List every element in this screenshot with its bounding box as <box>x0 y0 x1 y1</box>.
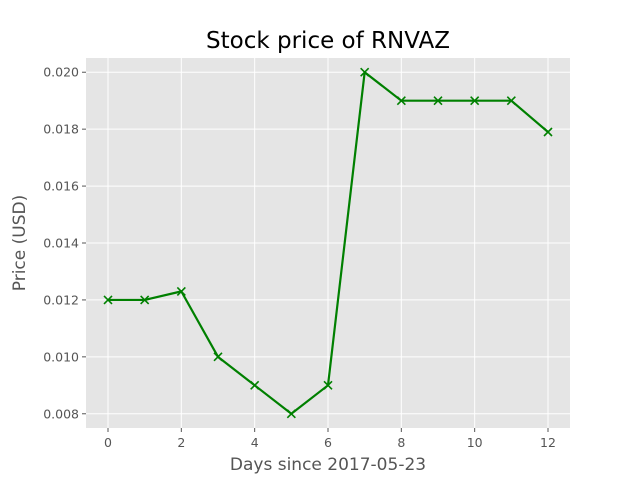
data-point-marker <box>396 96 406 106</box>
y-axis-ticks: 0.008 0.010 0.012 0.014 0.016 0.018 0.020 <box>43 65 86 421</box>
x-tick-label: 12 <box>540 435 556 450</box>
series-layer <box>103 67 553 419</box>
marker-stroke <box>103 295 113 305</box>
data-point-marker <box>433 96 443 106</box>
marker-stroke <box>506 96 516 106</box>
y-tick-label: 0.010 <box>43 349 79 364</box>
data-point-marker <box>176 286 186 296</box>
x-axis-title: Days since 2017-05-23 <box>230 455 426 475</box>
data-point-marker <box>286 409 296 419</box>
marker-stroke <box>213 352 223 362</box>
marker-stroke <box>396 96 406 106</box>
grid-lines <box>86 58 570 428</box>
marker-stroke <box>286 409 296 419</box>
x-tick-label: 6 <box>324 435 332 450</box>
x-tick-label: 4 <box>251 435 259 450</box>
data-point-marker <box>543 127 553 137</box>
x-axis-ticks: 0 2 4 6 8 10 12 <box>104 428 556 450</box>
data-point-marker <box>140 295 150 305</box>
data-point-marker <box>213 352 223 362</box>
data-point-marker <box>250 380 260 390</box>
marker-stroke <box>176 286 186 296</box>
marker-stroke <box>140 295 150 305</box>
marker-stroke <box>360 67 370 77</box>
marker-stroke <box>323 380 333 390</box>
y-tick-label: 0.020 <box>43 65 79 80</box>
y-tick-label: 0.012 <box>43 292 79 307</box>
y-tick-label: 0.016 <box>43 179 79 194</box>
data-point-marker <box>360 67 370 77</box>
marker-stroke <box>470 96 480 106</box>
data-point-marker <box>103 295 113 305</box>
x-tick-label: 0 <box>104 435 112 450</box>
y-axis-title: Price (USD) <box>10 195 30 291</box>
data-point-marker <box>323 380 333 390</box>
data-point-marker <box>506 96 516 106</box>
x-tick-label: 2 <box>177 435 185 450</box>
x-tick-label: 8 <box>397 435 405 450</box>
chart-title: Stock price of RNVAZ <box>206 28 450 54</box>
y-tick-label: 0.008 <box>43 406 79 421</box>
y-tick-label: 0.014 <box>43 236 79 251</box>
marker-stroke <box>250 380 260 390</box>
marker-stroke <box>433 96 443 106</box>
marker-stroke <box>543 127 553 137</box>
data-point-marker <box>470 96 480 106</box>
y-tick-label: 0.018 <box>43 122 79 137</box>
x-tick-label: 10 <box>467 435 483 450</box>
